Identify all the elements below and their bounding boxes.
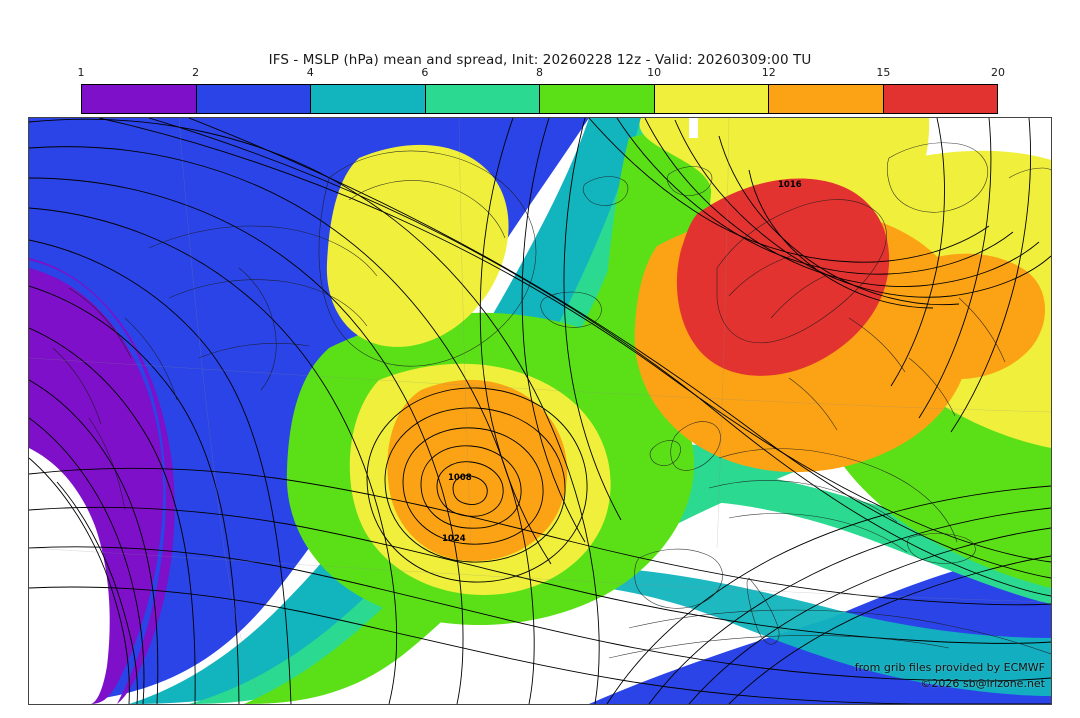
attribution-source: from grib files provided by ECMWF (854, 661, 1045, 674)
colorbar-gradient (81, 84, 998, 114)
colorbar-tick-labels: 1 2 4 6 8 10 12 15 20 (77, 66, 1006, 82)
colorbar-tick-8: 8 (536, 66, 543, 79)
contour-label-1024: 1024 (442, 534, 466, 544)
colorbar: 1 2 4 6 8 10 12 15 20 (78, 66, 1005, 114)
colorbar-segment-8-10 (539, 85, 654, 113)
colorbar-tick-6: 6 (421, 66, 429, 79)
colorbar-tick-2: 2 (192, 66, 200, 79)
coastlines (52, 142, 1051, 659)
colorbar-tick-1: 1 (77, 66, 85, 79)
colorbar-tick-12: 12 (761, 66, 776, 79)
isobar-contours (29, 118, 1051, 704)
spread-shading-red (676, 178, 890, 376)
colorbar-segment-2-4 (195, 85, 310, 113)
colorbar-segment-1-2 (82, 85, 196, 113)
colorbar-tick-10: 10 (647, 66, 662, 79)
colorbar-segment-15-20 (882, 85, 997, 113)
colorbar-segment-4-6 (310, 85, 425, 113)
colorbar-tick-20: 20 (991, 66, 1005, 79)
contour-labels: 1016 1008 1024 (442, 180, 802, 544)
map-canvas[interactable]: 1016 1008 1024 from grib files provided … (28, 117, 1052, 705)
page-title: IFS - MSLP (hPa) mean and spread, Init: … (268, 52, 812, 68)
out-of-domain-area (29, 448, 110, 704)
attribution-copyright: ©2026 sb@irizone.net (920, 677, 1045, 690)
mslp-spread-plot: 1016 1008 1024 (29, 118, 1051, 704)
map-top-notch (689, 118, 698, 138)
colorbar-segment-6-8 (424, 85, 539, 113)
contour-label-1008: 1008 (448, 473, 472, 483)
colorbar-tick-15: 15 (876, 66, 891, 79)
colorbar-segment-12-15 (768, 85, 883, 113)
colorbar-segment-10-12 (653, 85, 768, 113)
colorbar-tick-4: 4 (306, 66, 314, 79)
contour-label-1016: 1016 (778, 180, 802, 190)
